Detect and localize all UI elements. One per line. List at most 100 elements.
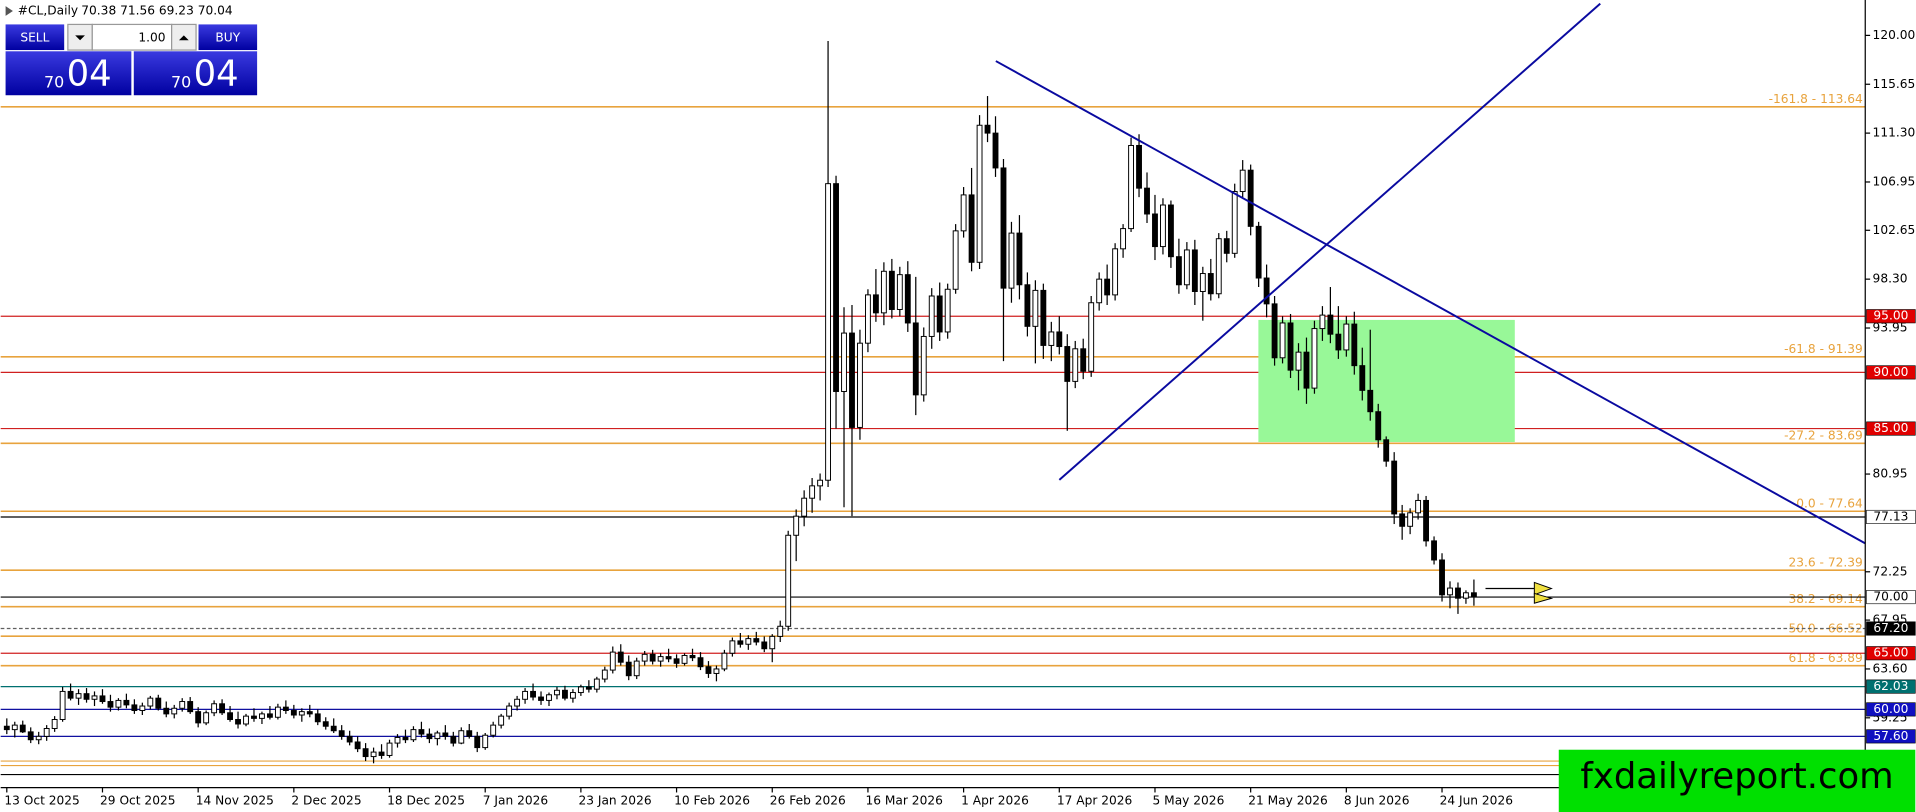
arrow [1485,581,1554,604]
candle-body [1040,289,1047,346]
price-tag [1866,309,1916,324]
volume-input[interactable] [91,23,173,51]
fib-label: 61.8 - 63.89 [1789,651,1863,665]
fib-label: -27.2 - 83.69 [1784,428,1863,442]
candle-body [1311,328,1318,389]
candle-body [761,641,768,650]
candle-body [865,294,871,344]
candle-body [825,183,831,481]
symbol-icon [5,6,13,16]
sell-price-small: 70 [44,73,64,92]
candle-body [290,710,297,716]
candle-body [115,699,122,708]
volume-up[interactable] [171,23,197,51]
candle-body [1088,302,1095,372]
candle-body [195,711,202,724]
buy-button[interactable] [198,24,258,51]
price-tag-label: 67.20 [1873,621,1908,635]
candle-body [1064,346,1071,382]
candle-body [1144,187,1150,215]
candle-body [689,654,696,659]
candle-body [1431,540,1437,561]
candle-body [641,653,648,662]
candle-body [904,274,911,324]
candle-body [1391,460,1398,515]
candle-body [155,697,162,709]
candle-body [514,698,521,707]
candle-body [745,638,752,645]
sell-button[interactable] [5,24,65,51]
candle-body [538,696,544,701]
candle-body [809,485,816,499]
y-tick-label: 102.65 [1873,223,1916,237]
candle-body [976,124,983,263]
price-tag [1866,509,1916,524]
candle-body [243,715,249,725]
candle-body [306,711,313,715]
y-tick-label: 115.65 [1873,77,1916,91]
candle-body [1175,256,1182,286]
candle-body [546,694,552,701]
candle-body [3,725,10,731]
price-tag [1866,646,1916,661]
candle-body [593,678,600,690]
candle-body [235,719,241,725]
y-tick-label: 63.60 [1873,661,1908,675]
fib-label: 50.0 - 66.52 [1789,621,1863,635]
watermark-bg [1558,749,1916,812]
candle-body [402,736,409,741]
candle-body [1423,499,1430,542]
price-tag [1866,621,1916,636]
price-tags: 95.00 90.00 85.00 77.13 70.00 67.20 65.00 62.03… [1866,309,1916,744]
trend-line [1058,2,1601,481]
candle-body [1463,592,1469,599]
buy-price-box[interactable] [133,51,258,96]
fib-label: 23.6 - 72.39 [1789,555,1863,569]
candle-body [314,713,321,723]
candle-body [227,712,233,720]
candle-body [705,666,712,674]
candle-body [729,640,736,654]
candle-body [498,715,505,726]
candle-body [466,730,473,737]
candle-body [673,658,680,664]
candle-body [530,690,536,698]
x-tick-label: 16 Mar 2026 [865,794,942,808]
levels: -161.8 - 113.64 -61.8 - 91.39 -27.2 - 83.6… [0,92,1866,776]
sell-price-box[interactable] [5,51,132,96]
candle-body [1000,167,1007,289]
candle-body [274,706,281,718]
price-tag [1866,702,1916,717]
candle-body [1008,232,1015,289]
buy-price-big: 04 [194,54,239,95]
price-tag [1866,729,1916,744]
x-tick-label: 17 Apr 2026 [1057,794,1132,808]
volume-value: 1.00 [138,30,165,44]
price-tag-label: 57.60 [1873,729,1908,743]
candle-body [1407,512,1414,527]
candle-body [769,635,776,650]
candle-body [59,690,66,720]
price-tag-label: 70.00 [1873,590,1908,604]
candle-body [1263,277,1270,305]
candle-body [1343,323,1350,351]
candle-body [442,732,449,737]
candle-body [298,711,305,716]
candle-body [1399,513,1406,527]
x-tick-label: 2 Dec 2025 [291,794,361,808]
candle-body [665,656,672,660]
candle-body [187,701,194,713]
price-tag-label: 77.13 [1873,509,1908,523]
candle-body [833,183,839,392]
buy-label: BUY [215,30,240,44]
candle-body [1191,249,1198,292]
price-tag-label: 60.00 [1873,702,1908,716]
x-tick-label: 14 Nov 2025 [196,794,274,808]
candle-body [458,730,465,744]
candle-body [888,270,895,310]
candle-body [123,699,130,706]
x-tick-label: 5 May 2026 [1153,794,1225,808]
up-icon [178,35,189,41]
candle-body [203,712,210,724]
